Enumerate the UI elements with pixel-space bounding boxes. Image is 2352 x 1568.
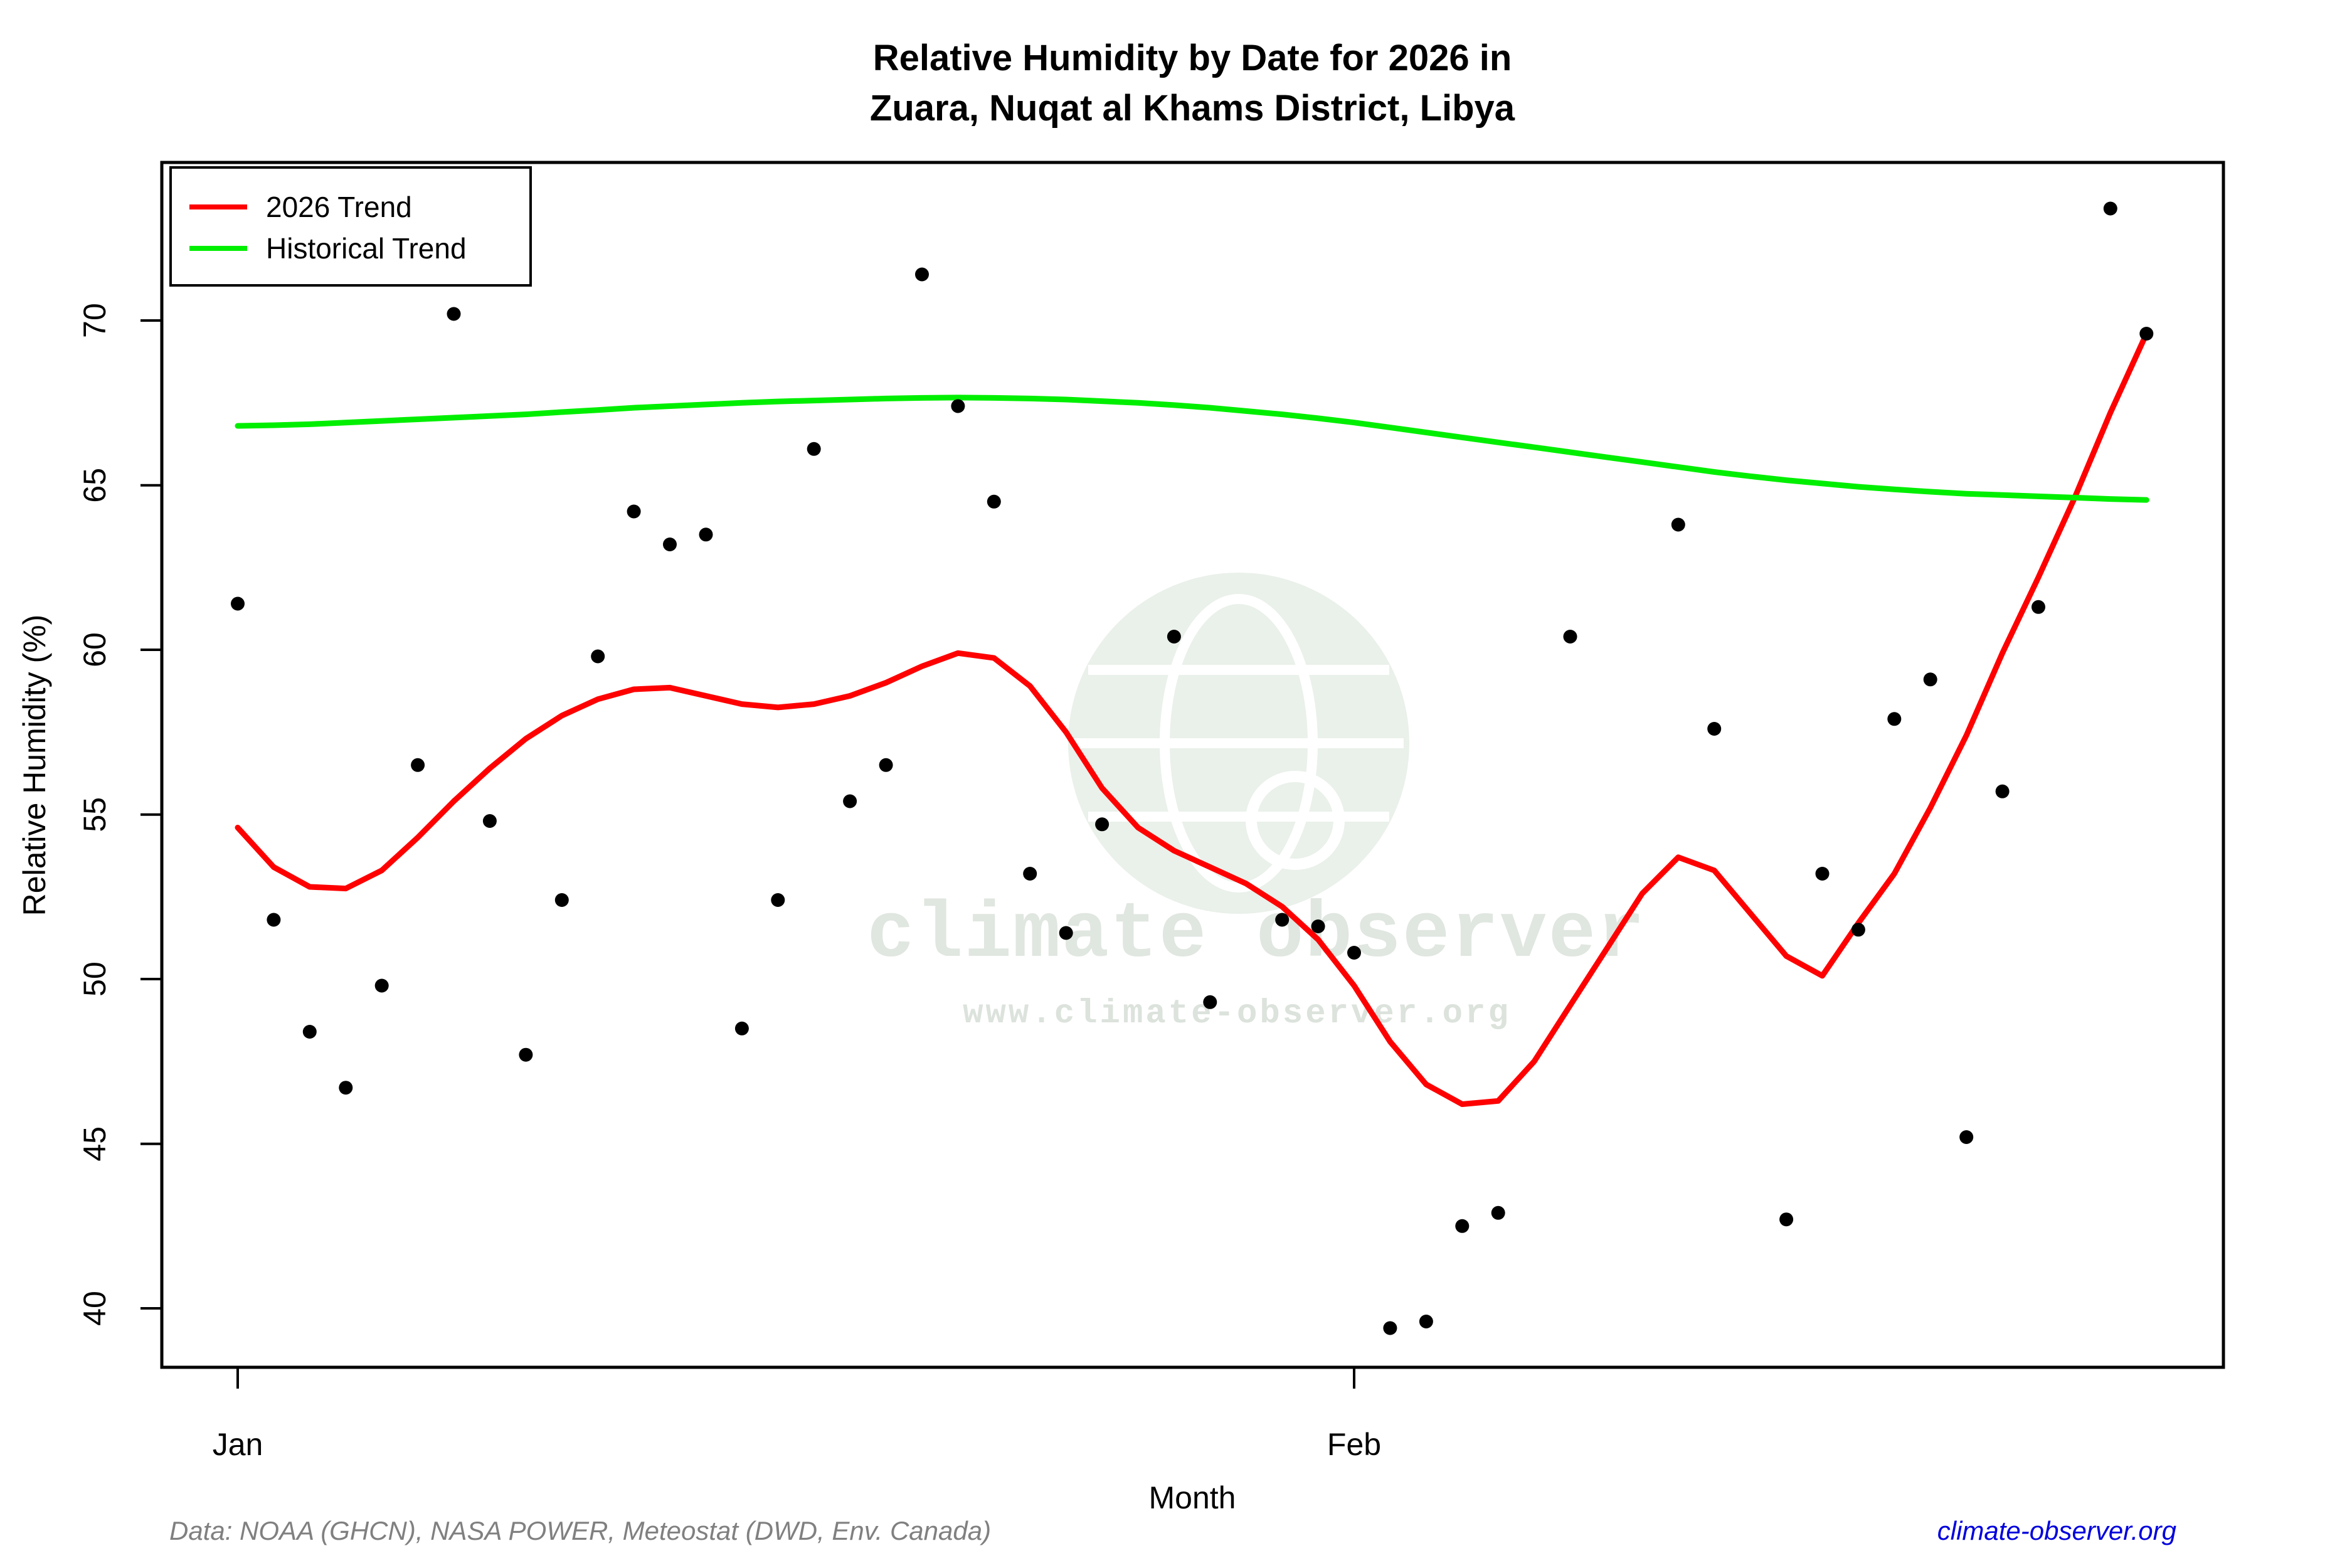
plot-border [160,161,2225,1369]
data-point [1023,867,1037,881]
data-point [1815,867,1830,881]
data-point [231,596,245,611]
data-point [1203,995,1217,1009]
data-point [1671,517,1685,532]
trend-line-historical [235,395,2149,503]
data-point [1383,1321,1397,1335]
data-point [1311,919,1325,933]
data-point [879,758,893,772]
data-point [951,399,965,413]
data-point [447,307,461,321]
y-tick-label-60: 60 [77,632,112,667]
data-point [1995,784,2010,798]
y-tick-label-45: 45 [77,1126,112,1162]
data-point [699,527,713,542]
data-point [1419,1315,1433,1328]
legend-label-2026: 2026 Trend [266,191,412,223]
trend-line-2026 [235,331,2149,1107]
data-point [1167,630,1181,644]
x-axis-title: Month [1149,1480,1236,1515]
x-tick-label-jan: Jan [213,1427,263,1462]
y-axis-title: Relative Humidity (%) [17,615,52,916]
data-point [482,814,497,828]
data-point [519,1047,533,1062]
data-point [411,758,425,772]
data-point [302,1025,317,1039]
data-point [374,978,389,993]
data-point [1275,913,1290,927]
watermark-magnifier-icon [1246,771,1345,870]
data-point [339,1081,353,1095]
data-point [627,504,641,519]
data-point [771,893,785,907]
legend-label-historical: Historical Trend [266,232,467,265]
data-point [915,267,929,282]
data-point [1455,1219,1470,1233]
data-point [2103,201,2117,216]
data-point [1779,1212,1794,1227]
legend: 2026 Trend Historical Trend [169,166,532,287]
watermark-text: climate observer [867,890,1646,980]
data-point [1851,923,1865,937]
data-point [1707,722,1722,736]
legend-box [169,166,532,287]
plot-data-layer [231,201,2154,1335]
data-point [554,893,569,907]
chart-title-line1: Relative Humidity by Date for 2026 in [873,38,1512,78]
data-point [734,1021,749,1036]
data-point [1095,817,1110,832]
data-point [267,913,281,927]
data-point [1887,712,1902,726]
data-point [1347,946,1361,960]
site-link[interactable]: climate-observer.org [1937,1516,2176,1545]
x-tick-label-feb: Feb [1327,1427,1381,1462]
data-point [807,442,821,456]
y-axis-ticks [140,319,161,1310]
data-point [1059,926,1073,940]
data-point [1563,630,1577,644]
y-tick-label-70: 70 [77,303,112,338]
data-point [1491,1205,1505,1220]
y-tick-label-40: 40 [77,1291,112,1326]
chart-title-line2: Zuara, Nuqat al Khams District, Libya [870,88,1515,129]
data-point [663,538,677,551]
data-point [1959,1130,1974,1144]
data-point [1923,672,1937,687]
data-point [2139,327,2154,341]
data-point [987,494,1001,509]
data-point [591,649,605,664]
data-point [2032,600,2045,614]
data-source-note: Data: NOAA (GHCN), NASA POWER, Meteostat… [169,1516,991,1545]
data-point [843,794,857,808]
watermark: climate observer www.climate-observer.or… [867,573,1646,1033]
y-tick-label-65: 65 [77,468,112,503]
x-axis-ticks [236,1369,1355,1389]
watermark-url-text: www.climate-observer.org [963,995,1511,1033]
y-tick-label-50: 50 [77,961,112,997]
y-tick-label-55: 55 [77,797,112,832]
